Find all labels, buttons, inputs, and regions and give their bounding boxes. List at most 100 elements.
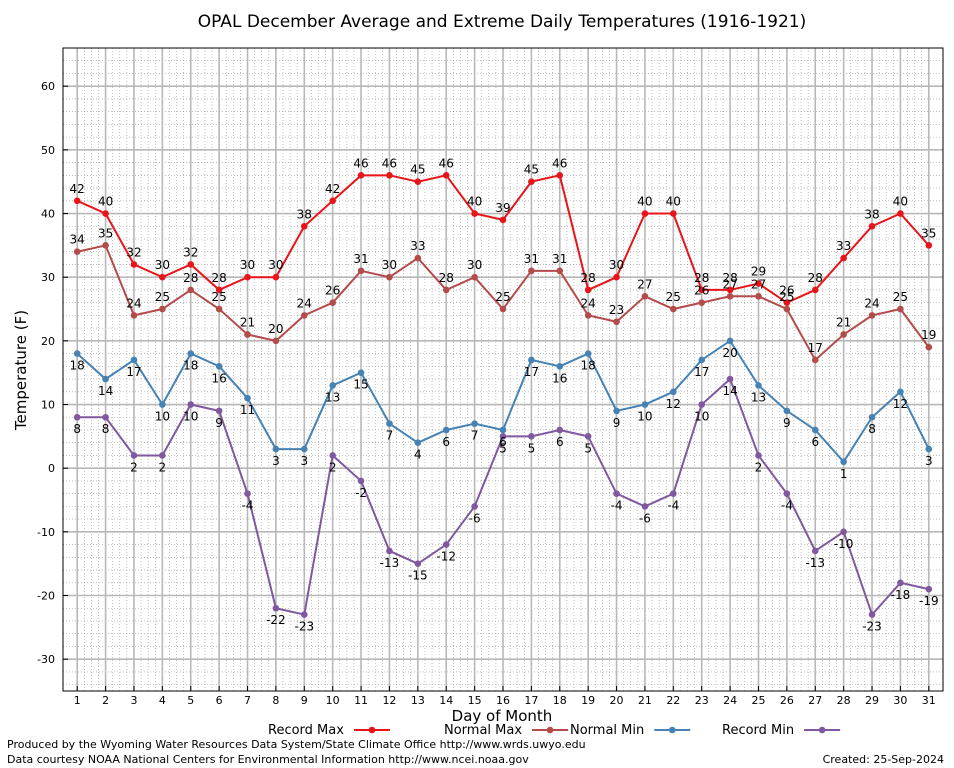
- data-label: 46: [439, 156, 454, 170]
- data-label: 18: [581, 359, 596, 373]
- data-point: [556, 426, 564, 434]
- data-label: 45: [410, 163, 425, 177]
- data-label: 26: [325, 284, 340, 298]
- data-point: [811, 426, 819, 434]
- data-point: [73, 350, 81, 357]
- data-label: 38: [297, 207, 312, 221]
- data-point: [215, 363, 223, 370]
- legend-label: Record Min: [722, 723, 794, 738]
- data-point: [159, 305, 166, 313]
- data-point: [300, 222, 308, 230]
- data-point: [528, 433, 535, 440]
- data-label: 8: [868, 422, 876, 436]
- data-point: [102, 242, 109, 249]
- data-point: [215, 286, 223, 294]
- data-label: 46: [382, 156, 397, 170]
- data-point: [755, 280, 762, 287]
- data-label: 5: [499, 441, 507, 455]
- data-label: 30: [382, 258, 397, 272]
- data-label: 9: [613, 416, 621, 430]
- data-point: [613, 490, 620, 497]
- data-point: [244, 273, 251, 281]
- data-label: 2: [755, 460, 763, 474]
- data-label: -13: [380, 556, 400, 570]
- data-label: 14: [722, 384, 737, 398]
- data-label: -10: [834, 537, 854, 551]
- x-tick-label: 27: [808, 694, 822, 707]
- data-point: [641, 401, 649, 408]
- grid: [63, 47, 943, 691]
- data-label: 24: [864, 296, 879, 310]
- data-point: [499, 433, 507, 440]
- data-point: [357, 172, 365, 179]
- legend-swatch-marker: [546, 726, 554, 734]
- y-tick-label: 60: [41, 80, 55, 93]
- data-point: [272, 445, 280, 453]
- data-label: 46: [353, 156, 368, 170]
- data-point: [329, 382, 336, 389]
- data-point: [159, 273, 166, 281]
- data-point: [414, 178, 422, 185]
- data-label: 28: [211, 271, 226, 285]
- data-point: [755, 292, 762, 300]
- x-tick-label: 13: [411, 694, 425, 707]
- data-point: [556, 363, 564, 370]
- data-label: 30: [268, 258, 283, 272]
- legend: Record Max Normal Max Normal Min Record Min: [268, 723, 841, 738]
- data-label: 25: [893, 290, 908, 304]
- data-point: [556, 267, 564, 275]
- data-point: [897, 210, 904, 217]
- data-point: [811, 286, 819, 294]
- data-point: [357, 267, 365, 275]
- data-point: [386, 547, 393, 555]
- data-point: [868, 312, 876, 319]
- footer-data-courtesy: Data courtesy NOAA National Centers for …: [7, 753, 529, 766]
- data-point: [897, 388, 904, 396]
- data-label: 5: [528, 441, 536, 455]
- data-point: [897, 579, 904, 587]
- legend-swatch-marker: [818, 726, 826, 734]
- x-tick-label: 18: [553, 694, 567, 707]
- data-label: 25: [779, 290, 794, 304]
- data-label: 8: [73, 422, 81, 436]
- data-label: 3: [300, 454, 308, 468]
- data-point: [73, 413, 81, 421]
- data-point: [73, 248, 81, 256]
- x-tick-label: 4: [159, 694, 166, 707]
- data-label: -4: [242, 499, 254, 513]
- data-point: [272, 273, 280, 281]
- legend-label: Normal Max: [444, 723, 522, 738]
- data-label: 25: [495, 290, 510, 304]
- x-tick-label: 11: [354, 694, 368, 707]
- data-point: [414, 560, 422, 567]
- data-point: [811, 356, 819, 364]
- data-label: 27: [722, 277, 737, 291]
- data-label: 3: [925, 454, 933, 468]
- data-point: [272, 337, 280, 345]
- data-label: 18: [70, 359, 85, 373]
- data-point: [471, 503, 478, 510]
- data-point: [329, 197, 336, 205]
- data-label: 31: [524, 252, 539, 266]
- data-point: [130, 356, 138, 364]
- data-label: -2: [355, 486, 367, 500]
- data-point: [670, 305, 677, 313]
- data-point: [187, 286, 195, 294]
- y-tick-label: 0: [48, 462, 55, 475]
- data-label: 27: [751, 277, 766, 291]
- y-tick-label: 10: [41, 399, 55, 412]
- data-point: [499, 426, 507, 434]
- data-label: -13: [805, 556, 825, 570]
- data-label: 23: [609, 303, 624, 317]
- data-point: [584, 433, 592, 440]
- data-point: [102, 413, 109, 421]
- data-point: [868, 413, 876, 421]
- data-label: 17: [808, 341, 823, 355]
- data-label: 17: [694, 365, 709, 379]
- data-label: 12: [666, 397, 681, 411]
- x-tick-label: 2: [102, 694, 109, 707]
- data-point: [840, 528, 847, 536]
- data-point: [584, 312, 592, 319]
- data-point: [783, 299, 791, 306]
- data-label: 6: [811, 435, 819, 449]
